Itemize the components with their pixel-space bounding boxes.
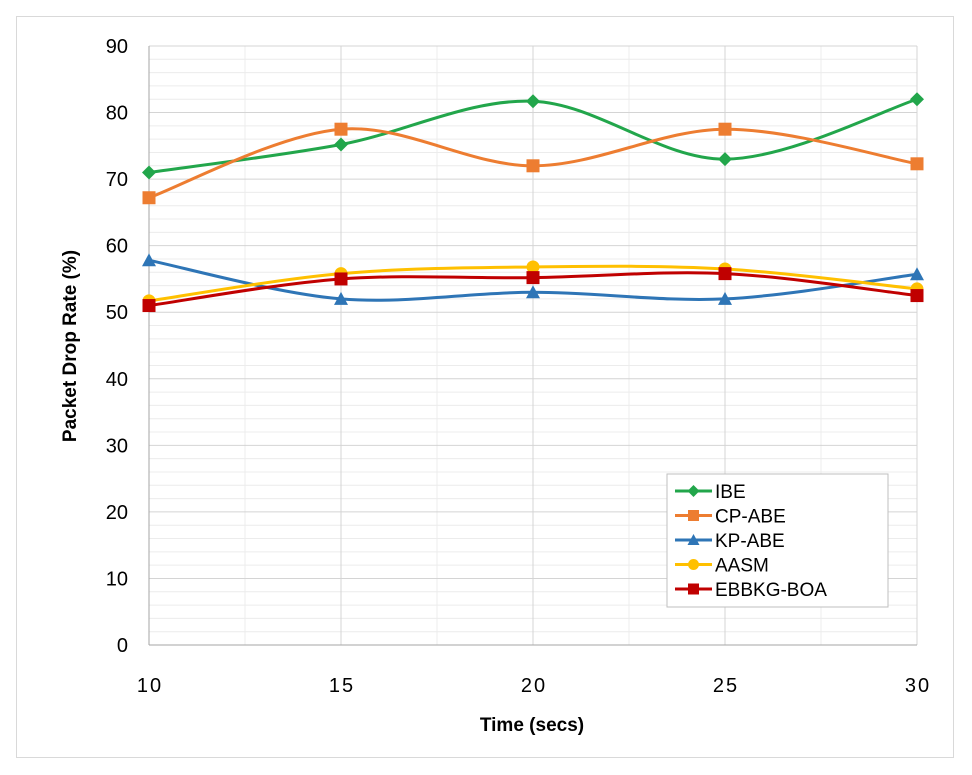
legend: IBE CP-ABE KP-ABE AASM EBBKG-BOA bbox=[666, 473, 889, 608]
data-point-ibe bbox=[334, 137, 348, 152]
data-point-kp-abe bbox=[334, 291, 348, 305]
y-tick-label: 40 bbox=[106, 369, 128, 391]
legend-marker-aasm bbox=[688, 559, 699, 570]
legend-label-aasm: AASM bbox=[715, 556, 769, 577]
y-tick-label: 70 bbox=[106, 169, 128, 191]
data-point-kp-abe bbox=[718, 291, 732, 305]
data-point-ibe bbox=[526, 94, 540, 109]
data-point-cp-abe bbox=[526, 159, 540, 173]
data-point-ibe bbox=[910, 92, 924, 107]
data-point-kp-abe bbox=[142, 253, 156, 267]
data-point-aasm bbox=[526, 260, 540, 274]
y-axis-ticks: 0 10 20 30 40 50 60 70 80 90 bbox=[106, 36, 128, 657]
y-axis-title: Packet Drop Rate (%) bbox=[60, 250, 81, 442]
data-point-ebbkg-boa bbox=[142, 299, 156, 313]
y-tick-label: 60 bbox=[106, 236, 128, 258]
data-point-ebbkg-boa bbox=[718, 267, 732, 281]
data-point-ebbkg-boa bbox=[526, 271, 540, 285]
x-tick-label: 25 bbox=[713, 675, 739, 697]
y-tick-label: 20 bbox=[106, 502, 128, 524]
y-tick-label: 30 bbox=[106, 435, 128, 457]
data-point-ibe bbox=[142, 165, 156, 180]
legend-marker-ibe bbox=[687, 485, 700, 497]
y-tick-label: 0 bbox=[117, 635, 128, 657]
data-point-cp-abe bbox=[142, 191, 156, 205]
data-point-kp-abe bbox=[526, 285, 540, 299]
x-axis-title: Time (secs) bbox=[480, 715, 584, 736]
x-tick-label: 15 bbox=[329, 675, 355, 697]
data-point-ebbkg-boa bbox=[334, 272, 348, 286]
y-tick-label: 50 bbox=[106, 302, 128, 324]
data-point-kp-abe bbox=[910, 267, 924, 281]
y-tick-label: 80 bbox=[106, 103, 128, 125]
data-point-ebbkg-boa bbox=[910, 289, 924, 303]
x-tick-label: 30 bbox=[905, 675, 931, 697]
legend-label-cp-abe: CP-ABE bbox=[715, 507, 786, 528]
data-point-cp-abe bbox=[910, 157, 924, 171]
legend-marker-kp-abe bbox=[687, 534, 700, 545]
data-point-cp-abe bbox=[334, 122, 348, 136]
legend-label-ebbkg-boa: EBBKG-BOA bbox=[715, 580, 827, 601]
y-tick-label: 10 bbox=[106, 568, 128, 590]
y-tick-label: 90 bbox=[106, 36, 128, 58]
legend-label-kp-abe: KP-ABE bbox=[715, 531, 785, 552]
axes bbox=[148, 46, 917, 646]
data-point-cp-abe bbox=[718, 122, 732, 136]
x-tick-label: 10 bbox=[137, 675, 163, 697]
legend-marker-ebbkg-boa bbox=[688, 583, 699, 595]
data-point-ibe bbox=[718, 152, 732, 167]
legend-marker-cp-abe bbox=[688, 510, 699, 521]
legend-label-ibe: IBE bbox=[715, 482, 746, 503]
x-tick-label: 20 bbox=[521, 675, 547, 697]
x-axis-ticks: 10 15 20 25 30 bbox=[137, 675, 931, 697]
series-markers bbox=[142, 92, 924, 313]
